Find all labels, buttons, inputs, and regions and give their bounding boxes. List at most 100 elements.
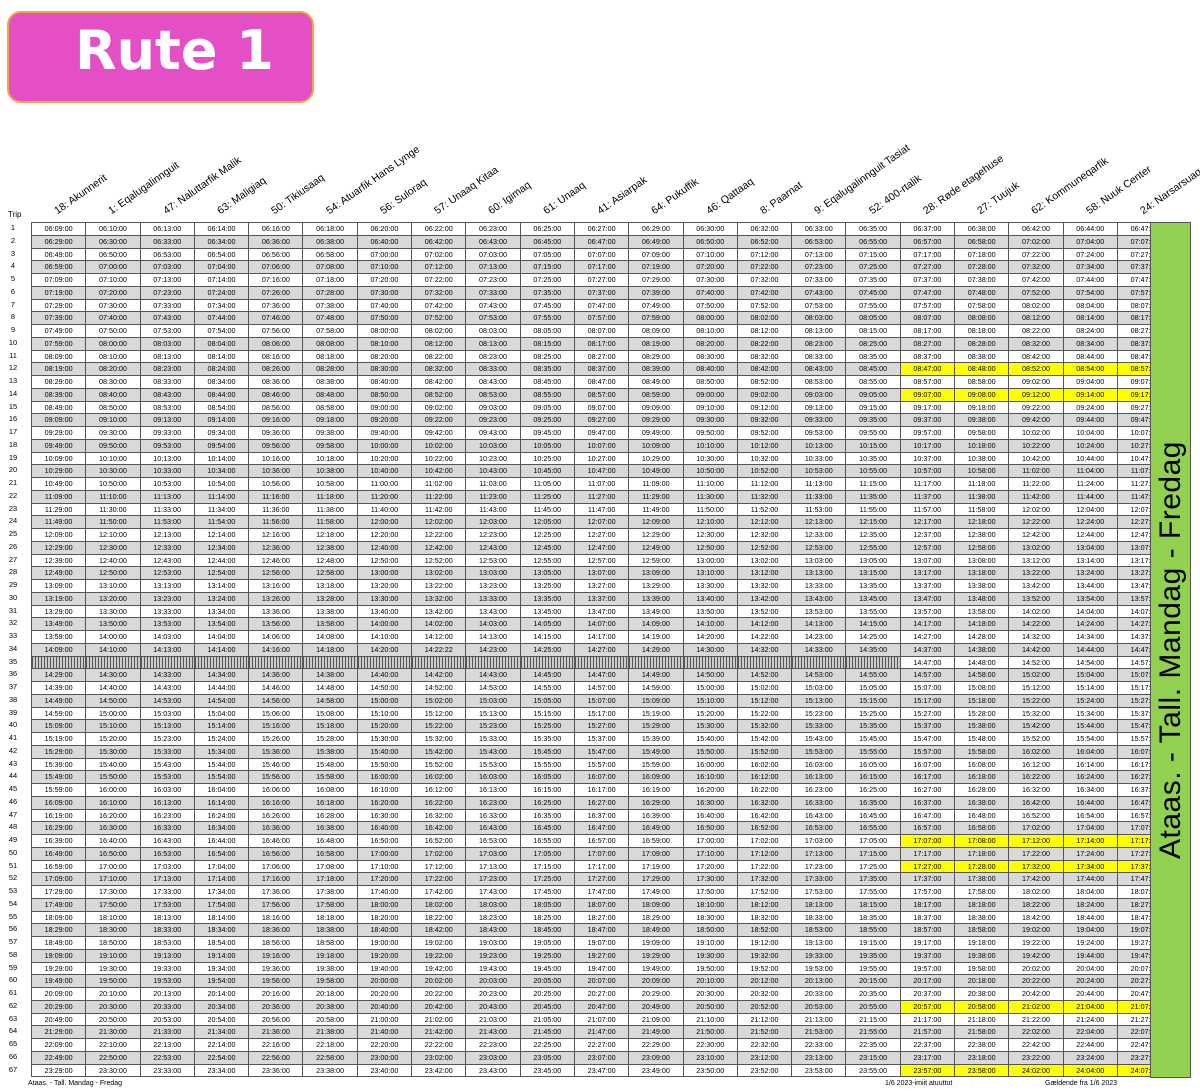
- time-cell: 19:18:00: [954, 936, 1010, 950]
- time-cell: 16:42:00: [736, 808, 793, 823]
- time-cell: 20:23:00: [465, 987, 521, 1001]
- time-cell: 08:50:00: [85, 400, 141, 415]
- time-cell: 17:10:00: [85, 872, 141, 886]
- time-cell: 14:59:00: [628, 681, 684, 695]
- time-cell: 17:49:00: [628, 885, 684, 899]
- trip-number: 9: [10, 325, 16, 334]
- time-cell: 16:20:00: [356, 795, 413, 810]
- time-cell: 14:02:00: [1008, 604, 1064, 619]
- table-row: 15:19:00 15:20:00 15:23:00 15:24:00 15:26:00…: [31, 732, 1173, 746]
- time-cell: 16:07:00: [899, 757, 956, 772]
- time-cell: 15:40:00: [682, 732, 738, 746]
- time-cell: 16:12:00: [736, 770, 793, 784]
- time-cell: 11:04:00: [1062, 464, 1118, 478]
- time-cell: 13:10:00: [682, 566, 738, 580]
- time-cell: 18:52:00: [736, 923, 793, 937]
- time-cell: 15:23:00: [139, 732, 195, 746]
- trip-number: 27: [8, 554, 18, 564]
- time-cell: 16:32:00: [411, 808, 467, 823]
- time-cell: 08:19:00: [628, 336, 684, 351]
- time-cell: 18:17:00: [899, 897, 956, 912]
- time-cell: 07:39:00: [31, 311, 87, 325]
- time-cell: 13:38:00: [302, 604, 358, 619]
- time-cell: 08:43:00: [791, 362, 847, 376]
- time-cell: 10:55:00: [845, 464, 901, 478]
- time-cell: 16:05:00: [519, 770, 575, 784]
- time-cell: 07:44:00: [193, 311, 250, 325]
- time-cell: 08:19:00: [31, 362, 87, 376]
- trip-number: 51: [8, 860, 18, 870]
- time-cell: 17:17:00: [899, 846, 956, 861]
- time-cell: 16:34:00: [193, 821, 250, 835]
- time-cell: 08:23:00: [791, 336, 847, 351]
- trip-number: 43: [8, 758, 18, 768]
- time-cell: 08:24:00: [193, 362, 250, 376]
- trip-number: 21: [8, 478, 18, 487]
- table-row: 21:29:00 21:30:00 21:33:00 21:34:00 21:36:00…: [31, 1025, 1173, 1039]
- time-cell: 10:44:00: [1062, 451, 1118, 466]
- time-cell: 15:58:00: [302, 770, 358, 784]
- trip-number: 25: [8, 529, 18, 538]
- time-cell: 16:07:00: [573, 770, 630, 784]
- time-cell: 18:10:00: [682, 897, 738, 912]
- time-cell: 17:36:00: [248, 885, 304, 899]
- time-cell: 18:09:00: [31, 910, 87, 925]
- time-cell: 15:52:00: [736, 744, 793, 759]
- time-cell: 11:29:00: [628, 489, 684, 504]
- time-cell: 11:38:00: [302, 502, 358, 517]
- time-cell: 12:44:00: [1062, 528, 1118, 542]
- time-cell: 07:04:00: [1062, 234, 1118, 249]
- table-row: 18:49:00 18:50:00 18:53:00 18:54:00 18:56:00…: [31, 936, 1173, 950]
- time-cell: 23:45:00: [519, 1063, 575, 1078]
- trip-column-header: Trip: [8, 210, 22, 219]
- time-cell: 07:48:00: [954, 285, 1010, 300]
- time-cell: 20:33:00: [139, 999, 195, 1014]
- time-cell: 07:34:00: [193, 298, 250, 313]
- time-cell: 07:48:00: [302, 311, 358, 325]
- time-cell: 14:44:00: [193, 681, 250, 695]
- time-cell: 20:00:00: [356, 974, 413, 988]
- time-cell: 17:00:00: [85, 859, 141, 874]
- time-cell: 16:12:00: [411, 783, 467, 797]
- table-row: 15:39:00 15:40:00 15:43:00 15:44:00 15:46:00…: [31, 757, 1173, 772]
- time-cell: 16:52:00: [411, 834, 467, 848]
- trip-number: 5: [10, 274, 16, 283]
- time-cell: 18:40:00: [356, 923, 413, 937]
- time-cell: 14:22:00: [1008, 617, 1064, 631]
- time-cell: 18:36:00: [248, 923, 304, 937]
- time-cell: 14:40:00: [356, 668, 413, 682]
- time-cell: 23:36:00: [248, 1063, 304, 1078]
- time-cell: 13:58:00: [302, 617, 358, 631]
- time-cell: 20:24:00: [1062, 974, 1118, 988]
- time-cell: 15:00:00: [356, 693, 413, 708]
- time-cell: 21:03:00: [465, 1012, 521, 1027]
- time-cell: 17:30:00: [682, 872, 738, 886]
- trip-number: 49: [8, 835, 18, 844]
- time-cell: 16:00:00: [682, 757, 738, 772]
- time-cell: 15:48:00: [302, 757, 358, 772]
- time-cell: 13:00:00: [682, 553, 738, 568]
- time-cell: 20:58:00: [954, 999, 1010, 1014]
- time-cell: 06:53:00: [139, 247, 195, 262]
- time-cell: 22:35:00: [845, 1038, 901, 1052]
- time-cell: 09:30:00: [682, 413, 738, 427]
- time-cell: 08:37:00: [899, 349, 956, 364]
- time-cell: 08:40:00: [682, 362, 738, 376]
- time-cell: 07:00:00: [356, 247, 413, 262]
- time-cell: 06:47:00: [573, 234, 630, 249]
- time-cell: 12:57:00: [573, 553, 630, 568]
- time-cell: 13:32:00: [411, 591, 467, 606]
- time-cell: 08:49:00: [628, 375, 684, 389]
- time-cell: 09:03:00: [465, 400, 521, 415]
- time-cell: 08:52:00: [736, 375, 793, 389]
- time-cell: 13:13:00: [791, 566, 847, 580]
- time-cell: 14:32:00: [1008, 630, 1064, 644]
- time-cell: 13:15:00: [845, 566, 901, 580]
- time-cell: 18:49:00: [628, 923, 684, 937]
- time-cell: 07:54:00: [1062, 285, 1118, 300]
- time-cell: 11:58:00: [302, 515, 358, 529]
- time-cell: 16:00:00: [85, 783, 141, 797]
- time-cell: 17:17:00: [573, 859, 630, 874]
- table-row: 06:09:00 06:10:00 06:13:00 06:14:00 06:16:00…: [31, 222, 1173, 236]
- time-cell: 17:20:00: [356, 872, 413, 886]
